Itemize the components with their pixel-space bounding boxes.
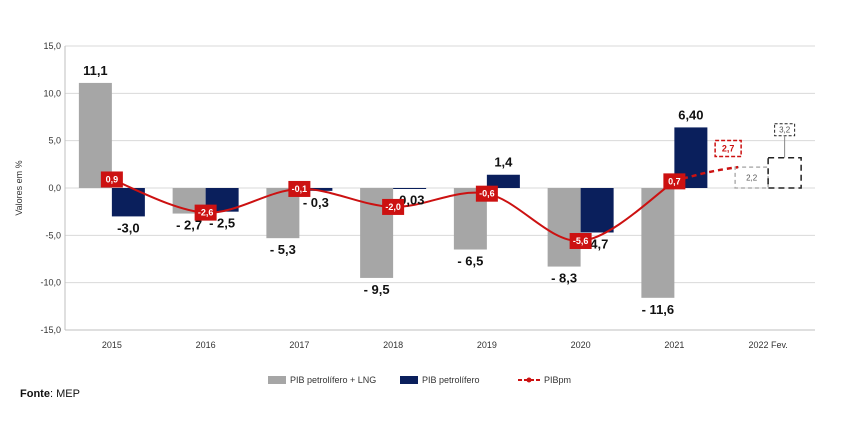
- projection-label-petrolifero: 3,2: [779, 126, 791, 135]
- y-tick-label: -15,0: [40, 325, 61, 335]
- bar-label-lng: - 5,3: [270, 242, 296, 257]
- legend-label-petrolifero: PIB petrolífero: [422, 375, 480, 385]
- pibpm-label: 0,7: [668, 176, 681, 186]
- pibpm-label: -2,6: [198, 208, 214, 218]
- x-tick-label: 2017: [289, 340, 309, 350]
- source-note: Fonte: MEP: [20, 388, 80, 400]
- bar-label-petrolifero: 6,40: [678, 107, 703, 122]
- projection-bar-petrolifero: [767, 156, 802, 189]
- pibpm-label: -0,6: [479, 189, 495, 199]
- projection-label-pibpm: 2,7: [722, 143, 735, 153]
- bar-label-petrolifero: -3,0: [117, 220, 139, 235]
- bar-label-lng: - 9,5: [364, 282, 390, 297]
- x-tick-label: 2016: [196, 340, 216, 350]
- bar-label-petrolifero: 1,4: [494, 155, 513, 170]
- bar-label-lng: - 2,7: [176, 218, 202, 233]
- pibpm-point: [569, 233, 592, 250]
- bar-pib-petrolifero: [393, 188, 427, 189]
- bar-pib-petrolifero-lng: [641, 188, 675, 298]
- legend: PIB petrolífero + LNG PIB petrolífero PIBp…: [268, 375, 571, 385]
- source-text: : MEP: [49, 388, 80, 400]
- pibpm-label: -0,1: [292, 184, 308, 194]
- pibpm-point: [382, 198, 405, 215]
- pibpm-label: -2,0: [385, 202, 401, 212]
- x-tick-label: 2015: [102, 340, 122, 350]
- x-tick-label: 2021: [664, 340, 684, 350]
- pibpm-point: [288, 180, 311, 197]
- x-tick-label: 2018: [383, 340, 403, 350]
- pibpm-label: 0,9: [106, 174, 119, 184]
- legend-swatch-lng: [268, 376, 286, 384]
- pibpm-point: [663, 173, 686, 190]
- bar-pib-petrolifero-lng: [78, 82, 112, 188]
- source-label: Fonte: [20, 388, 50, 400]
- axes: 15,0 10,0 5,0 0,0 -5,0 -10,0 -15,0 2015 2016 2017…: [40, 41, 815, 350]
- y-tick-label: 10,0: [43, 88, 61, 98]
- y-tick-label: -5,0: [45, 230, 61, 240]
- pibpm-point: [100, 171, 123, 188]
- x-tick-label: 2022 Fev.: [748, 340, 787, 350]
- bar-pib-petrolifero: [580, 188, 614, 233]
- bar-pib-petrolifero-lng: [547, 188, 581, 267]
- pibpm-label: -5,6: [573, 236, 589, 246]
- legend-label-pibpm: PIBpm: [544, 375, 571, 385]
- data-labels: 11,1-3,0- 2,7- 2,5- 5,3- 0,3- 9,5-0,03- …: [83, 63, 796, 317]
- bar-label-lng: - 6,5: [457, 254, 483, 269]
- y-axis-label: Valores em %: [14, 160, 24, 215]
- x-tick-label: 2019: [477, 340, 497, 350]
- bar-label-lng: 11,1: [83, 63, 108, 78]
- y-tick-label: 0,0: [48, 183, 61, 193]
- pibpm-point: [194, 204, 217, 221]
- legend-label-lng: PIB petrolífero + LNG: [290, 375, 376, 385]
- bar-label-lng: - 11,6: [642, 302, 675, 317]
- pibpm-point: [475, 185, 498, 202]
- y-tick-label: -10,0: [40, 278, 61, 288]
- projection-tag-pibpm: [714, 139, 742, 158]
- bar-label-lng: - 8,3: [551, 271, 577, 286]
- legend-swatch-petrolifero: [400, 376, 418, 384]
- projection-bar-lng: [734, 166, 769, 189]
- bar-pib-petrolifero: [486, 174, 520, 188]
- bar-label-petrolifero: - 0,3: [303, 195, 329, 210]
- x-tick-label: 2020: [571, 340, 591, 350]
- legend-marker-pibpm: [526, 377, 532, 383]
- y-tick-label: 5,0: [48, 136, 61, 146]
- y-tick-label: 15,0: [43, 41, 61, 51]
- bar-pib-petrolifero: [111, 188, 145, 217]
- projection-label-lng: 2,2: [746, 174, 758, 183]
